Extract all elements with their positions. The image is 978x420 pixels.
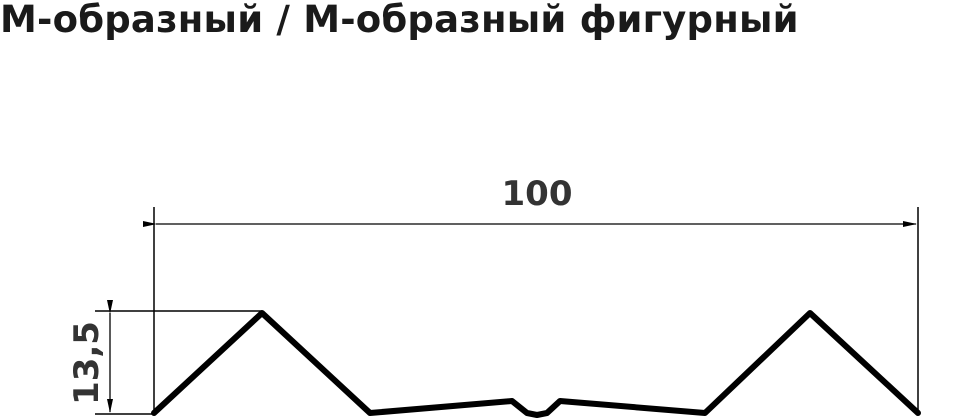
width-label: 100	[502, 174, 573, 214]
height-dimension: 13,5	[67, 300, 262, 415]
width-dimension: 100	[143, 174, 919, 413]
height-label: 13,5	[67, 321, 107, 405]
profile-line	[151, 310, 921, 418]
diagram-title: М-образный / М-образный фигурный	[0, 0, 799, 41]
